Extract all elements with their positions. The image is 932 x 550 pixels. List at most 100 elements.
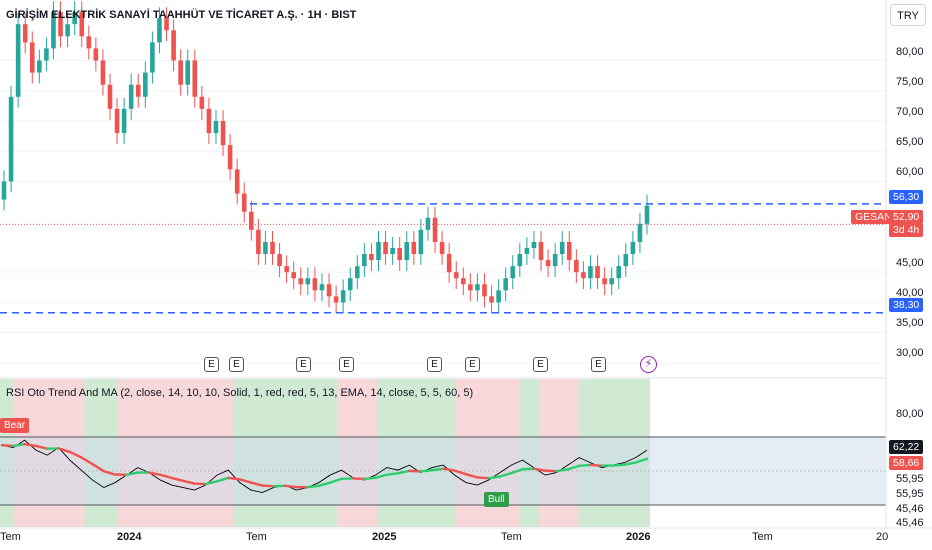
candle-body	[319, 284, 325, 291]
earnings-event-icon[interactable]: E	[204, 357, 219, 372]
price-label: 65,00	[896, 136, 924, 148]
candle-body	[369, 254, 374, 261]
candle-body	[15, 24, 21, 97]
ma-segment	[227, 476, 241, 481]
ma-segment	[283, 484, 298, 489]
bull-signal-label: Bull	[484, 492, 509, 507]
rsi-value-tag: 62,22	[889, 440, 924, 454]
candle-body	[644, 205, 650, 224]
ma-segment	[453, 469, 468, 476]
earnings-event-icon[interactable]: E	[229, 357, 244, 372]
ma-segment	[532, 467, 547, 472]
ma-segment	[80, 456, 94, 466]
ma-segment	[102, 469, 117, 476]
indicator-label: 55,95	[896, 488, 924, 500]
candle-body	[8, 96, 14, 182]
candle-body	[637, 223, 643, 242]
ma-segment	[238, 478, 253, 484]
ma-segment	[91, 462, 106, 473]
candle-body	[135, 84, 141, 97]
time-label: Tem	[0, 531, 21, 543]
rsi-line	[1, 439, 648, 494]
earnings-event-icon[interactable]: E	[591, 357, 606, 372]
ma-segment	[328, 477, 343, 484]
candle-body	[517, 254, 523, 267]
candle-body	[249, 211, 254, 230]
candle-body	[185, 60, 191, 85]
candle-body	[107, 84, 113, 109]
indicator-title[interactable]: RSI Oto Trend And MA (2, close, 14, 10, …	[6, 387, 474, 399]
candle-body	[199, 96, 205, 109]
candle-body	[390, 247, 395, 255]
ma-segment	[396, 469, 411, 475]
candle-body	[425, 217, 431, 230]
ma-segment	[362, 476, 377, 481]
ma-segment	[385, 472, 400, 476]
earnings-event-icon[interactable]: E	[533, 357, 548, 372]
candle-body	[439, 241, 445, 255]
candle-body	[58, 12, 63, 37]
flash-event-icon[interactable]: ⚡	[640, 356, 657, 373]
rsi-band	[0, 437, 886, 505]
candle-body	[333, 296, 339, 303]
candle-body	[305, 278, 311, 285]
candle-body	[234, 169, 240, 194]
ma-segment	[23, 442, 38, 448]
price-label: 75,00	[896, 76, 924, 88]
candle-body	[86, 36, 92, 49]
price-label: 80,00	[896, 46, 924, 58]
candle-body	[630, 241, 636, 255]
candle-body	[376, 241, 381, 261]
earnings-event-icon[interactable]: E	[296, 357, 311, 372]
candle-body	[574, 260, 579, 273]
candle-body	[121, 108, 127, 134]
earnings-event-icon[interactable]: E	[339, 357, 354, 372]
currency-button[interactable]: TRY	[890, 4, 926, 26]
candle-body	[220, 120, 226, 146]
candle-body	[312, 278, 318, 291]
ma-segment	[34, 444, 49, 450]
support-price-tag: 38,30	[889, 298, 924, 312]
candle-body	[538, 241, 544, 261]
candle-body	[72, 12, 77, 25]
candle-body	[595, 266, 600, 279]
candle-body	[566, 241, 572, 261]
ma-segment	[204, 480, 219, 486]
candle-body	[171, 30, 176, 61]
time-label: 2024	[117, 531, 142, 543]
ma-segment	[476, 476, 490, 480]
candle-body	[404, 241, 410, 261]
price-label: 60,00	[896, 166, 924, 178]
candle-body	[531, 241, 537, 248]
candle-body	[277, 254, 282, 267]
chart-title: GİRİŞİM ELEKTRİK SANAYİ TAAHHÜT VE TİCAR…	[6, 9, 357, 21]
candle-body	[298, 278, 304, 285]
candle-body	[503, 278, 508, 291]
candle-body	[347, 278, 353, 291]
time-label: Tem	[501, 531, 522, 543]
bear-signal-label: Bear	[0, 418, 30, 433]
indicator-lines	[0, 439, 649, 494]
candle-body	[453, 272, 459, 279]
time-label: 2026	[626, 531, 651, 543]
candle-body	[206, 108, 212, 134]
candle-body	[354, 266, 360, 279]
indicator-zones	[0, 379, 886, 527]
price-label: 40,00	[896, 287, 924, 299]
candle-body	[1, 181, 7, 200]
ma-segment	[634, 457, 649, 464]
candle-body	[559, 241, 565, 255]
price-label: 30,00	[896, 347, 924, 359]
ma-segment	[215, 476, 230, 483]
candle-body	[178, 60, 183, 85]
ma-segment	[0, 443, 15, 448]
earnings-event-icon[interactable]: E	[427, 357, 442, 372]
ma-segment	[498, 471, 513, 478]
candle-body	[37, 60, 42, 73]
candle-body	[192, 60, 198, 97]
price-label: 35,00	[896, 317, 924, 329]
candle-body	[270, 241, 275, 255]
earnings-event-icon[interactable]: E	[465, 357, 480, 372]
candle-body	[468, 284, 473, 291]
